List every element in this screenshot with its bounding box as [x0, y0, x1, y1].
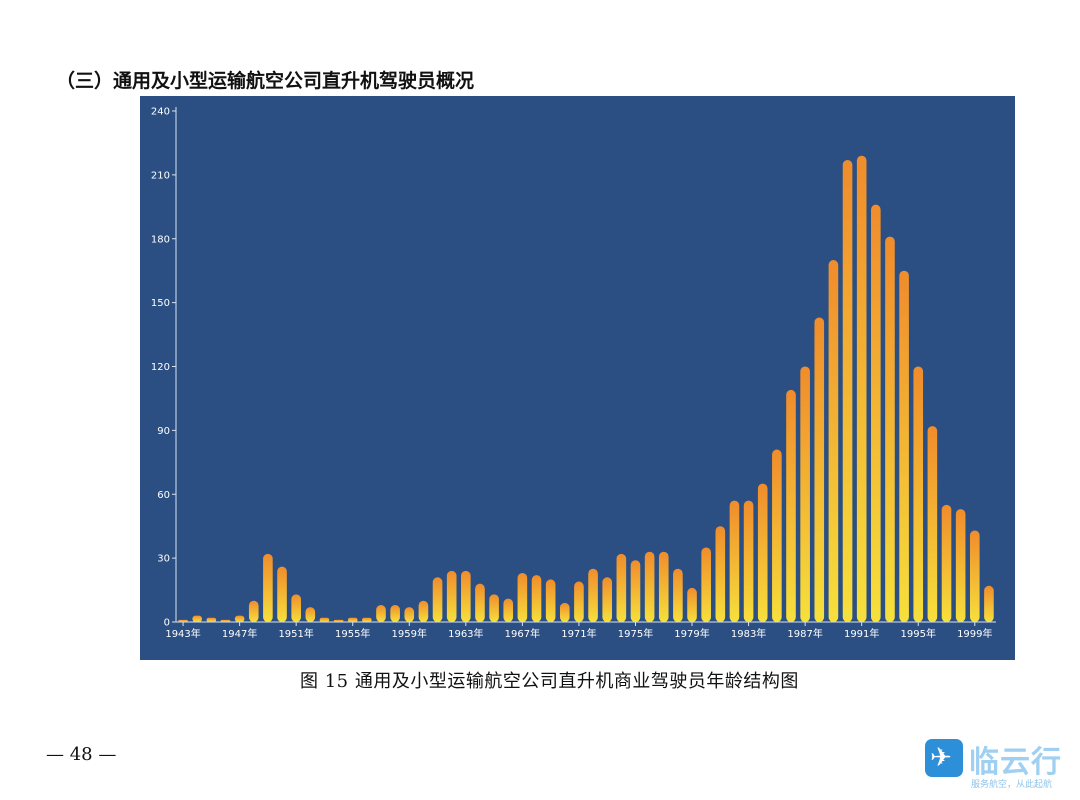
bar-1987: [800, 366, 810, 622]
watermark-icon-box: ✈: [925, 739, 963, 777]
bar-1981: [715, 526, 726, 622]
x-tick-label: 1999年: [957, 627, 992, 640]
x-tick-label: 1983年: [731, 627, 766, 640]
x-tick-label: 1979年: [674, 627, 709, 640]
x-tick-label: 1967年: [505, 627, 540, 640]
chart-background: [140, 96, 1015, 660]
page-number: — 48 —: [46, 744, 117, 765]
bar-1944: [192, 615, 203, 622]
y-tick-label: 150: [151, 298, 170, 309]
bar-1982: [729, 500, 740, 622]
bar-1962: [446, 570, 457, 622]
y-tick-label: 120: [151, 362, 170, 373]
bar-1976: [644, 551, 655, 622]
bar-1977: [658, 551, 669, 622]
bar-1950: [277, 566, 287, 622]
figure-caption: 图 15 通用及小型运输航空公司直升机商业驾驶员年龄结构图: [300, 671, 799, 692]
y-tick-label: 240: [151, 107, 170, 118]
bar-1961: [432, 577, 443, 622]
x-tick-label: 1951年: [278, 627, 313, 640]
x-tick-label: 1971年: [561, 627, 596, 640]
bar-1967: [517, 573, 528, 622]
bar-1980: [701, 547, 711, 622]
x-tick-label: 1959年: [392, 627, 427, 640]
x-tick-label: 1987年: [787, 627, 822, 640]
bar-1968: [531, 575, 542, 622]
bar-1947: [234, 615, 245, 622]
x-tick-label: 1991年: [844, 627, 879, 640]
bar-1983: [743, 500, 754, 622]
bar-1951: [291, 594, 301, 622]
y-axis: 0 30 60 90 120 150 180 210 240: [151, 107, 177, 629]
bar-1948: [248, 600, 259, 622]
bar-2000: [984, 585, 994, 622]
bar-1946: [220, 619, 231, 622]
bar-1974: [616, 553, 627, 622]
bar-1975: [630, 560, 641, 622]
bar-1984: [757, 483, 768, 622]
bar-1995: [913, 366, 924, 622]
bar-1965: [489, 594, 499, 622]
bar-1963: [461, 570, 471, 622]
bar-1959: [404, 607, 415, 622]
bar-1993: [885, 236, 895, 622]
bar-1958: [390, 604, 400, 622]
bar-1994: [899, 270, 909, 622]
bar-1957: [376, 604, 386, 622]
x-tick-label: 1975年: [618, 627, 653, 640]
bar-1985: [772, 449, 782, 622]
y-tick-label: 180: [151, 234, 170, 245]
bar-series: [178, 155, 994, 622]
bar-1986: [786, 389, 796, 622]
bar-1991: [856, 155, 867, 622]
x-tick-label: 1955年: [335, 627, 370, 640]
x-tick-label: 1943年: [165, 627, 200, 640]
y-tick-label: 210: [151, 170, 170, 181]
bar-1966: [503, 598, 514, 622]
bar-1954: [333, 619, 344, 622]
bar-1969: [545, 579, 556, 622]
section-heading: （三）通用及小型运输航空公司直升机驾驶员概况: [56, 70, 475, 92]
y-tick-label: 0: [164, 618, 170, 629]
bar-1992: [871, 204, 881, 622]
bar-1955: [347, 617, 358, 622]
watermark-subtitle: 服务航空，从此起航: [971, 780, 1053, 790]
bar-1971: [574, 581, 584, 622]
bar-1943: [178, 619, 188, 622]
x-axis: 1943年 1947年 1951年 1955年 1959年 1963年 1967年 1971年…: [165, 621, 996, 640]
bar-1990: [842, 159, 853, 622]
x-tick-label: 1963年: [448, 627, 483, 640]
airplane-icon: ✈: [930, 743, 952, 773]
bar-1972: [588, 568, 598, 622]
bar-1964: [475, 583, 485, 622]
bar-1978: [673, 568, 683, 622]
bar-1956: [362, 617, 372, 622]
bar-1979: [687, 587, 697, 622]
y-tick-label: 30: [157, 554, 170, 565]
watermark-name: 临云行: [969, 745, 1062, 780]
bar-1952: [305, 607, 316, 622]
watermark-logo: ✈ 临云行 服务航空，从此起航: [925, 737, 1075, 793]
chart-panel: 0 30 60 90 120 150 180 210 240 1943年 1947年 1951年 19…: [140, 96, 1015, 660]
bar-1998: [955, 509, 966, 622]
y-tick-label: 60: [157, 490, 170, 501]
bar-1953: [319, 617, 330, 622]
bar-1973: [602, 577, 613, 622]
bar-1999: [969, 530, 980, 622]
x-tick-label: 1947年: [222, 627, 257, 640]
bar-1988: [814, 317, 825, 622]
bar-1989: [828, 260, 839, 622]
bar-1960: [418, 600, 429, 622]
y-tick-label: 90: [157, 426, 170, 437]
bar-1970: [559, 602, 570, 622]
bar-1996: [927, 426, 938, 622]
x-tick-label: 1995年: [901, 627, 936, 640]
bar-1997: [941, 504, 952, 622]
bar-1945: [206, 617, 217, 622]
bar-1949: [263, 553, 273, 622]
